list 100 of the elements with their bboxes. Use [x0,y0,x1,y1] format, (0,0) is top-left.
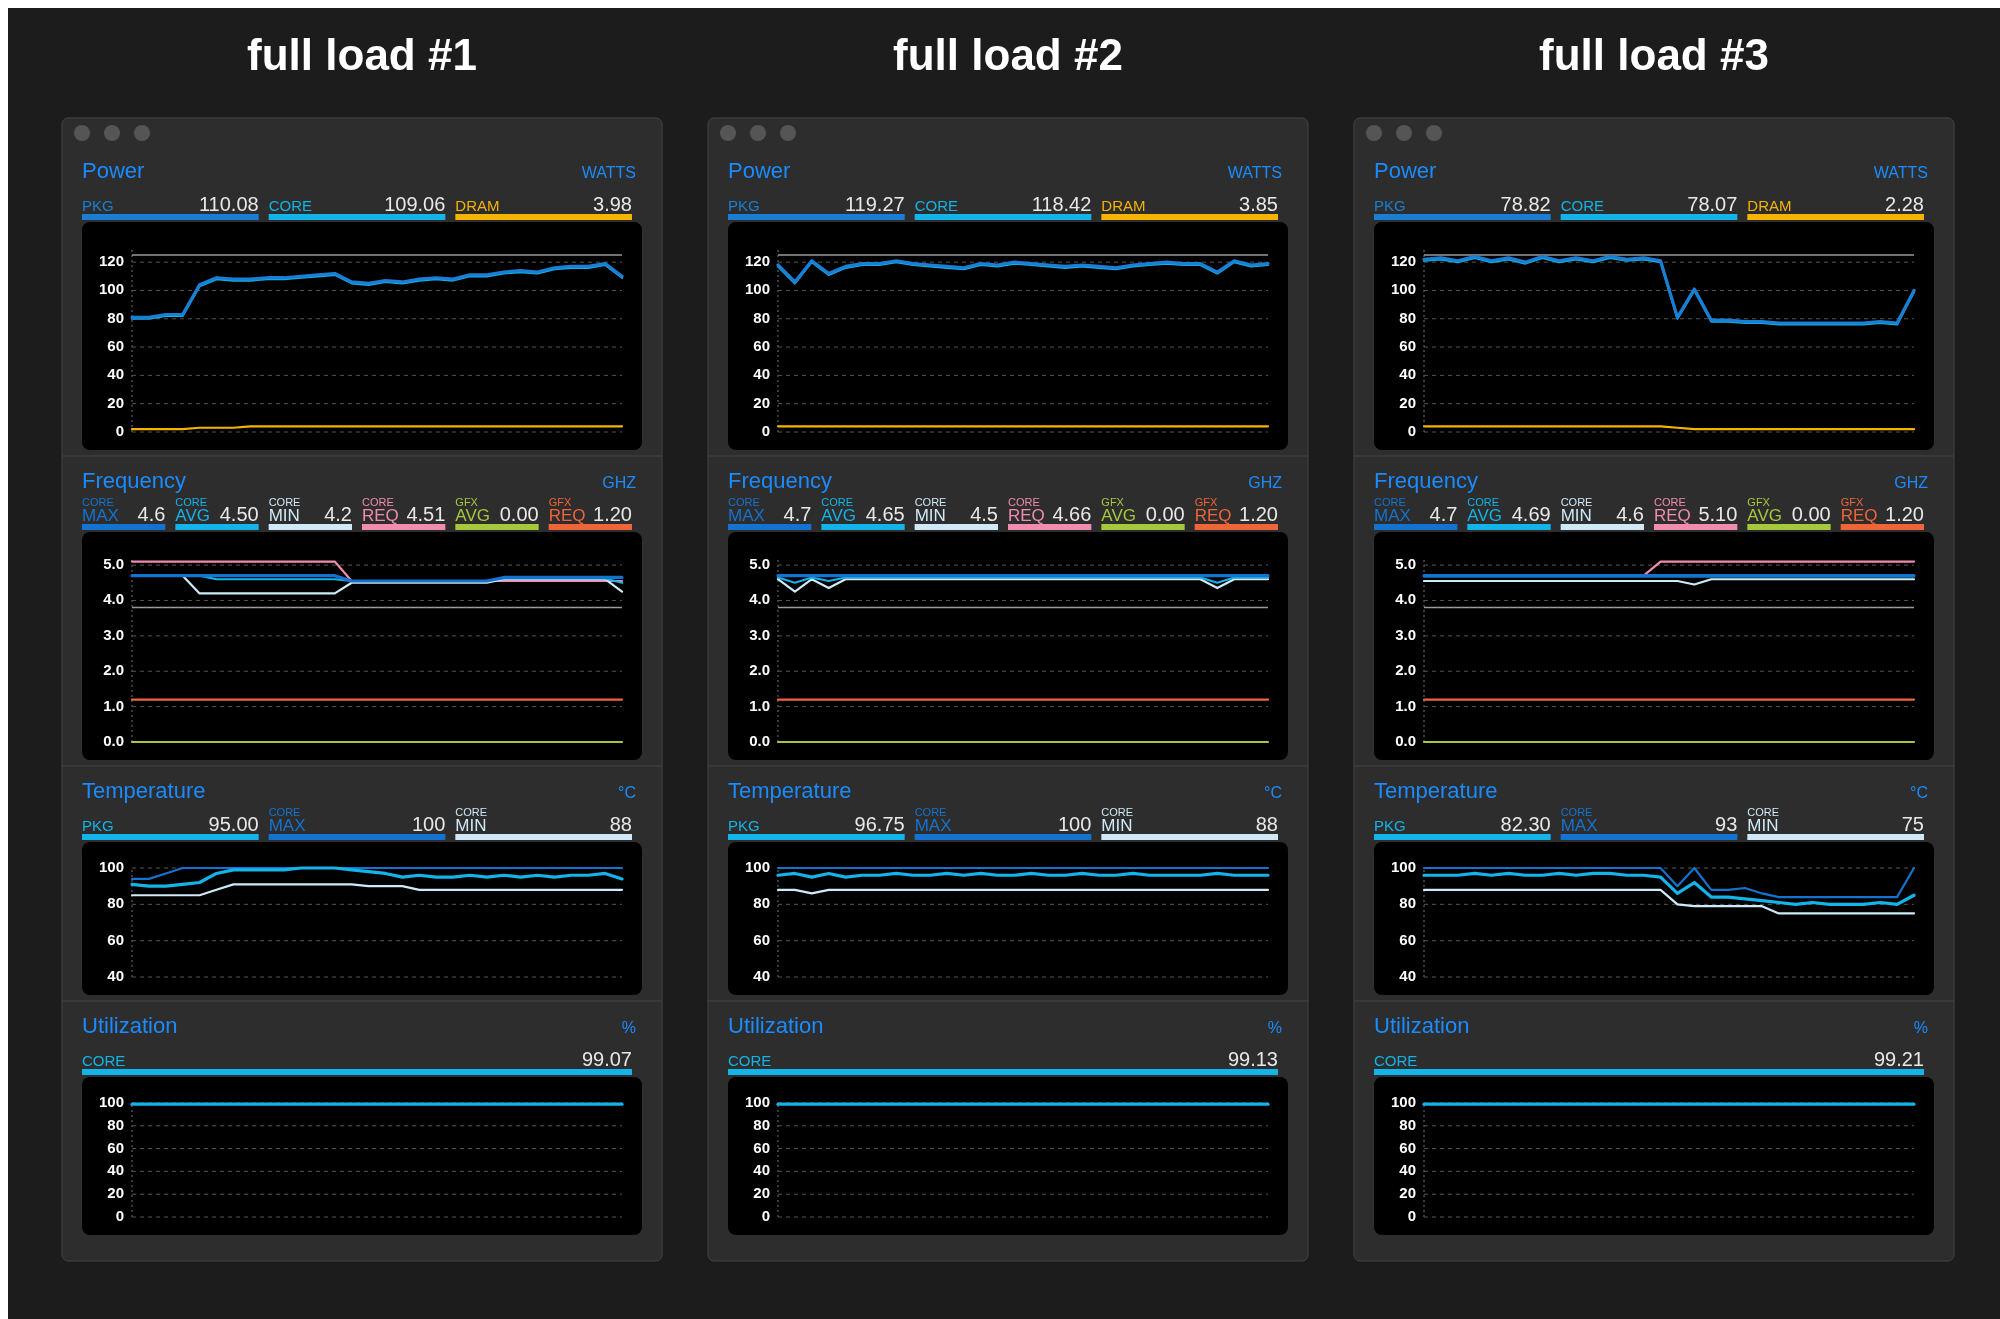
chart-subtitle: Temperature [728,778,852,803]
text: CORE [1374,1052,1418,1069]
text: 1.20 [593,503,632,525]
y-tick-label: 80 [753,308,770,326]
y-tick-label: 0 [115,421,124,439]
y-tick-label: 1.0 [103,696,124,714]
y-axis-title: GHZ [602,474,637,491]
y-tick-label: 80 [107,1115,124,1133]
chart-subtitle: Power [82,158,145,183]
text: 99.21 [1873,1048,1924,1070]
y-tick-label: 80 [1399,308,1416,326]
text: 88 [1255,813,1278,835]
text: 75 [1901,813,1924,835]
y-tick-label: 40 [753,966,770,984]
text: 4.50 [219,503,259,525]
y-axis-title: WATTS [581,164,636,181]
y-tick-label: 80 [753,894,770,912]
y-axis-title: WATTS [1227,164,1282,181]
text: DRAM [1747,197,1792,214]
text: PKG [1374,817,1406,834]
text: 4.51 [406,503,446,525]
line-series [130,883,624,897]
y-tick-label: 1.0 [749,696,770,714]
y-tick-label: 100 [98,857,124,875]
y-tick-label: 80 [753,1115,770,1133]
y-tick-label: 0 [1407,421,1416,439]
y-tick-label: 0.0 [1395,731,1416,749]
text: 0.00 [1145,503,1185,525]
y-tick-label: 20 [1399,1184,1416,1202]
y-axis-title: GHZ [1894,474,1929,491]
y-tick-label: 40 [753,365,770,383]
text: 95.00 [208,813,259,835]
text: CORE [728,1052,772,1069]
text: 96.75 [854,813,905,835]
text: 4.2 [324,503,352,525]
chart-subtitle: Utilization [1374,1013,1470,1038]
text: PKG [82,197,114,214]
y-tick-label: 60 [107,1138,124,1156]
text: CORE [268,197,313,214]
text: 1.20 [1239,503,1278,525]
y-tick-label: 60 [1399,1138,1416,1156]
y-axis-title: GHZ [1248,474,1283,491]
y-tick-label: 60 [753,930,770,948]
text: 100 [411,813,446,835]
y-axis-title: % [1267,1019,1282,1036]
chart-subtitle: Utilization [728,1013,824,1038]
y-tick-label: 0 [1407,1206,1416,1224]
text: 78.07 [1687,193,1738,215]
y-tick-label: 0 [115,1206,124,1224]
chart-subtitle: Power [728,158,791,183]
y-tick-label: 120 [744,252,770,270]
y-tick-label: 100 [744,857,770,875]
text: PKG [82,817,114,834]
text: 99.07 [581,1048,632,1070]
y-axis-title: % [1913,1019,1928,1036]
y-tick-label: 2.0 [749,661,770,679]
y-tick-label: 5.0 [749,555,770,573]
text: 4.69 [1511,503,1551,525]
y-tick-label: 0.0 [749,731,770,749]
text: 110.08 [198,193,259,215]
y-tick-label: 0 [761,421,770,439]
y-tick-label: 20 [107,1184,124,1202]
text: 4.66 [1052,503,1092,525]
text: 119.27 [844,193,905,215]
chart-subtitle: Frequency [1374,468,1478,493]
y-tick-label: 0 [761,1206,770,1224]
y-tick-label: 80 [1399,1115,1416,1133]
chart-subtitle: Frequency [728,468,832,493]
y-tick-label: 20 [753,393,770,411]
text: 4.65 [865,503,905,525]
text: 4.5 [970,503,998,525]
text: CORE [1560,197,1605,214]
line-series [1422,866,1916,899]
y-tick-label: 2.0 [1395,661,1416,679]
y-axis-title: % [621,1019,636,1036]
y-tick-label: 120 [98,252,124,270]
text: PKG [728,197,760,214]
chart-subtitle: Power [1374,158,1437,183]
y-tick-label: 60 [753,337,770,355]
text: 1.20 [1885,503,1924,525]
y-axis-title: WATTS [1873,164,1928,181]
text: 4.7 [783,503,812,525]
y-axis-title: °C [618,784,636,801]
y-tick-label: 100 [744,1092,770,1110]
y-tick-label: 3.0 [749,625,770,643]
text: 0.00 [1791,503,1831,525]
text: 88 [609,813,632,835]
chart-subtitle: Temperature [1374,778,1498,803]
y-tick-label: 100 [1390,857,1416,875]
y-tick-label: 2.0 [103,661,124,679]
y-tick-label: 4.0 [103,590,124,608]
y-tick-label: 60 [107,930,124,948]
y-tick-label: 20 [107,393,124,411]
y-tick-label: 20 [753,1184,770,1202]
y-tick-label: 80 [107,894,124,912]
y-tick-label: 80 [1399,894,1416,912]
y-tick-label: 20 [1399,393,1416,411]
text: DRAM [1101,197,1146,214]
chart-title: full load #2 [893,30,1123,79]
y-tick-label: 0.0 [103,731,124,749]
